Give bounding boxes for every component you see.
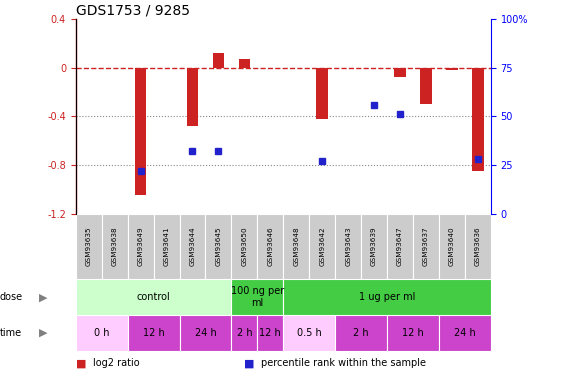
Text: 12 h: 12 h [259, 328, 281, 338]
Bar [465, 214, 491, 279]
Text: 1 ug per ml: 1 ug per ml [359, 292, 415, 302]
Text: GSM93649: GSM93649 [137, 227, 144, 266]
Text: ■: ■ [76, 358, 86, 368]
Bar [387, 214, 413, 279]
Text: GSM93643: GSM93643 [345, 227, 351, 266]
Text: 24 h: 24 h [195, 328, 217, 338]
Text: GSM93638: GSM93638 [112, 227, 118, 266]
Text: GSM93648: GSM93648 [293, 227, 299, 266]
Bar [439, 315, 491, 351]
Bar [283, 214, 309, 279]
Text: GSM93644: GSM93644 [190, 227, 195, 266]
Bar [127, 315, 180, 351]
Text: GSM93645: GSM93645 [215, 227, 222, 266]
Bar [283, 315, 335, 351]
Text: GSM93635: GSM93635 [86, 227, 91, 266]
Bar [76, 214, 102, 279]
Bar [213, 53, 224, 68]
Text: ▶: ▶ [39, 292, 48, 302]
Bar [420, 68, 432, 104]
Text: percentile rank within the sample: percentile rank within the sample [261, 358, 426, 368]
Text: GSM93640: GSM93640 [449, 227, 455, 266]
Text: 2 h: 2 h [353, 328, 369, 338]
Text: time: time [0, 328, 22, 338]
Bar [335, 315, 387, 351]
Text: ■: ■ [244, 358, 255, 368]
Text: GSM93647: GSM93647 [397, 227, 403, 266]
Text: 0 h: 0 h [94, 328, 109, 338]
Bar [238, 59, 250, 68]
Text: GSM93646: GSM93646 [268, 227, 273, 266]
Text: ▶: ▶ [39, 328, 48, 338]
Text: log2 ratio: log2 ratio [93, 358, 139, 368]
Bar [257, 315, 283, 351]
Text: 12 h: 12 h [142, 328, 164, 338]
Text: 0.5 h: 0.5 h [297, 328, 321, 338]
Text: control: control [137, 292, 171, 302]
Bar [76, 279, 232, 315]
Text: GSM93641: GSM93641 [164, 227, 169, 266]
Bar [394, 68, 406, 77]
Bar [205, 214, 231, 279]
Bar [309, 214, 335, 279]
Bar [472, 68, 484, 171]
Text: GSM93637: GSM93637 [423, 227, 429, 266]
Text: 2 h: 2 h [237, 328, 252, 338]
Bar [387, 315, 439, 351]
Bar [127, 214, 154, 279]
Bar [180, 214, 205, 279]
Bar [231, 279, 283, 315]
Bar [446, 68, 458, 70]
Text: dose: dose [0, 292, 23, 302]
Text: GDS1753 / 9285: GDS1753 / 9285 [76, 4, 190, 18]
Bar [231, 214, 257, 279]
Bar [180, 315, 231, 351]
Bar [187, 68, 199, 126]
Text: GSM93636: GSM93636 [475, 227, 481, 266]
Text: 100 ng per
ml: 100 ng per ml [231, 286, 284, 308]
Bar [76, 315, 127, 351]
Bar [316, 68, 328, 118]
Text: 12 h: 12 h [402, 328, 424, 338]
Text: 24 h: 24 h [454, 328, 476, 338]
Bar [257, 214, 283, 279]
Bar [361, 214, 387, 279]
Bar [231, 315, 257, 351]
Bar [135, 68, 146, 195]
Bar [283, 279, 491, 315]
Bar [154, 214, 180, 279]
Text: GSM93642: GSM93642 [319, 227, 325, 266]
Bar [335, 214, 361, 279]
Bar [102, 214, 127, 279]
Text: GSM93650: GSM93650 [241, 227, 247, 266]
Text: GSM93639: GSM93639 [371, 227, 377, 266]
Bar [413, 214, 439, 279]
Bar [439, 214, 465, 279]
